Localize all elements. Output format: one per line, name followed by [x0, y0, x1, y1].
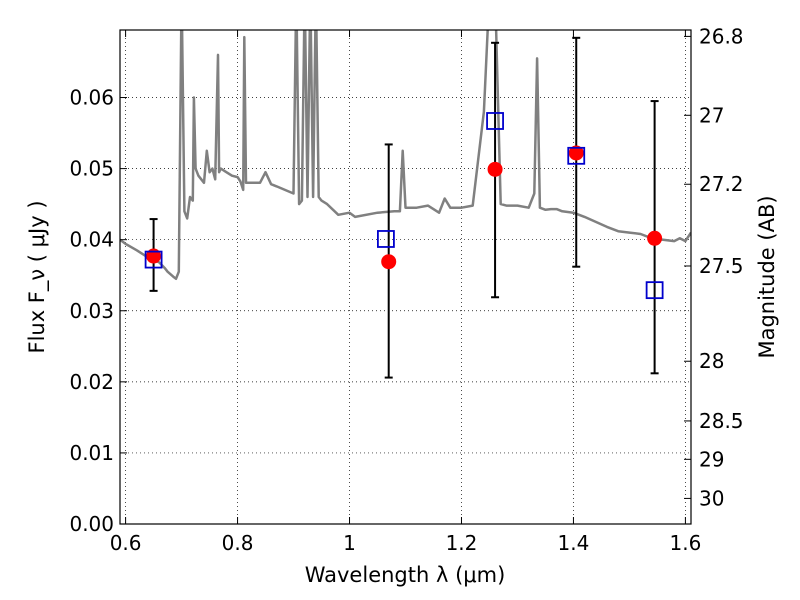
right-tick-label: 26.8: [699, 24, 744, 48]
x-tick-label: 0.6: [110, 531, 142, 555]
right-axis-label: Magnitude (AB): [755, 195, 779, 358]
model-photometry-point: [377, 230, 395, 248]
plot-frame: [119, 29, 692, 525]
x-tick-label: 1.4: [558, 531, 590, 555]
x-tick-label: 1.2: [446, 531, 478, 555]
model-photometry-point: [486, 112, 504, 130]
spectrum-line: [120, 30, 691, 281]
x-tick-label: 1: [343, 531, 356, 555]
y-tick-label: 0.05: [69, 157, 114, 181]
grid-lines: [120, 30, 691, 525]
observed-point: [568, 145, 584, 161]
model-photometry-point: [567, 146, 586, 165]
right-axis-ticks: 26.8 27 27.2 27.5 28 28.5 29 30: [684, 24, 744, 510]
x-axis-ticks: 0.6 0.8 1 1.2 1.4 1.6: [110, 30, 701, 555]
x-tick-label: 1.6: [669, 531, 701, 555]
right-tick-label: 27: [699, 103, 724, 127]
y-tick-label: 0.03: [69, 299, 114, 323]
x-axis-label: Wavelength λ (μm): [305, 563, 506, 587]
y-tick-label: 0.06: [69, 86, 114, 110]
y-tick-label: 0.02: [69, 370, 114, 394]
y-axis-label: Flux F_ν ( μJy ): [25, 200, 50, 353]
observed-point: [381, 254, 397, 270]
observed-point: [647, 230, 663, 246]
right-tick-label: 28: [699, 349, 724, 373]
right-tick-label: 28.5: [699, 409, 744, 433]
right-tick-label: 27.2: [699, 172, 744, 196]
model-photometry-point: [645, 281, 664, 300]
y-tick-label: 0.04: [69, 228, 114, 252]
observed-points: [146, 145, 663, 270]
model-spectrum: [120, 30, 691, 281]
model-photometry-points: [144, 112, 664, 300]
right-tick-label: 30: [699, 486, 724, 510]
right-tick-label: 27.5: [699, 254, 744, 278]
x-tick-label: 0.8: [222, 531, 254, 555]
right-tick-label: 29: [699, 447, 724, 471]
y-tick-label: 0.00: [69, 512, 114, 536]
y-tick-label: 0.01: [69, 441, 114, 465]
model-photometry-point: [144, 250, 163, 269]
y-axis-ticks: 0.00 0.01 0.02 0.03 0.04 0.05 0.06: [69, 86, 127, 536]
observed-point: [487, 161, 503, 177]
observed-errorbars: [149, 36, 659, 379]
